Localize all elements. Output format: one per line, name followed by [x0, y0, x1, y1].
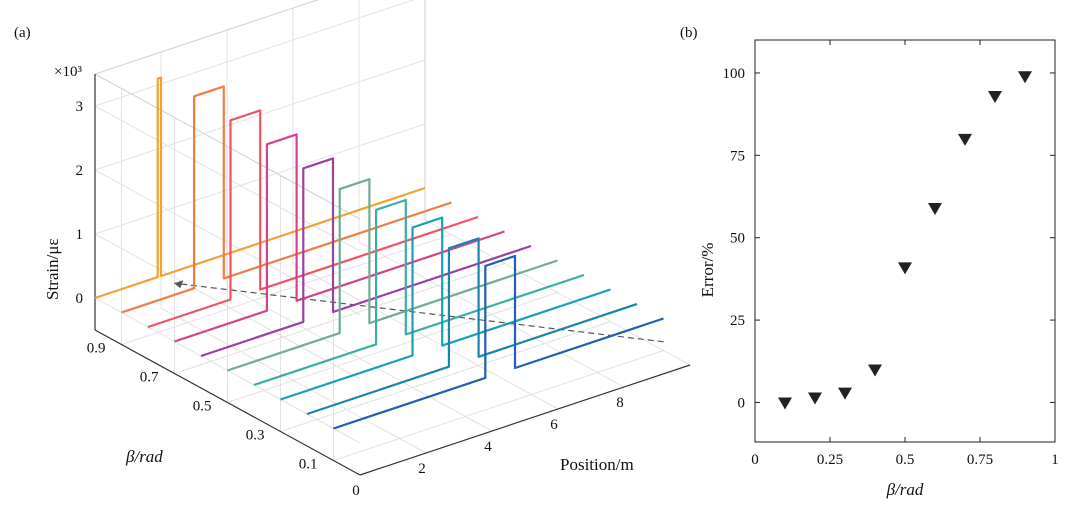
scatter-y-tick-label: 50	[730, 231, 745, 247]
left-wall-grid-line	[94, 233, 361, 380]
left-wall-grid-line	[94, 169, 361, 316]
floor-grid-line	[333, 350, 664, 461]
scatter-ticks: 0 0.25 0.5 0.75 1 0 25 50 75 100	[723, 40, 1059, 468]
x-tick-label: 8	[616, 395, 624, 411]
z-tick-label: 1	[76, 227, 84, 243]
y-tick-label: 0.3	[246, 428, 265, 444]
z-tick-label: 2	[76, 163, 84, 179]
x-tick-label: 2	[418, 461, 426, 477]
scatter-y-axis-label: Error/%	[698, 243, 717, 298]
scatter-y-tick-label: 25	[730, 313, 745, 329]
strain-series-line	[333, 254, 664, 430]
scatter-plot-frame	[754, 39, 1056, 443]
strain-series-line	[253, 198, 585, 387]
scatter-points	[778, 71, 1032, 410]
strain-series-line	[306, 237, 638, 416]
scatter-x-axis-label: β/rad	[886, 480, 924, 499]
box-edge	[94, 73, 361, 220]
panel-b-label: (b)	[680, 25, 698, 41]
panel-a-label: (a)	[14, 25, 31, 41]
strain-series-line	[227, 178, 558, 372]
scatter-y-tick-label: 75	[730, 148, 745, 164]
reference-arrowhead	[174, 280, 184, 289]
x-axis-line	[359, 364, 691, 476]
scatter-point	[808, 392, 822, 405]
chart3d-ticks: 0 2 4 6 8 0.9 0.7 0.5 0.3 0.1 0 1 2 3	[76, 99, 624, 499]
floor-grid-line	[280, 321, 611, 432]
z-multiplier-label: ×10³	[54, 64, 82, 80]
scatter-x-tick-label: 0.25	[817, 452, 843, 468]
scatter-point	[898, 262, 912, 275]
scatter-point	[838, 387, 852, 400]
strain-series-line	[94, 76, 426, 300]
chart3d-grid	[94, 0, 691, 476]
error-scatter-chart: 0 0.25 0.5 0.75 1 0 25 50 75 100 Error/% β/rad	[698, 39, 1059, 499]
y-tick-label: 0.1	[299, 457, 318, 473]
floor-grid-line	[121, 234, 452, 345]
scatter-x-tick-label: 0	[751, 452, 759, 468]
scatter-x-tick-label: 0.75	[967, 452, 993, 468]
scatter-x-tick-label: 1	[1051, 452, 1059, 468]
x-tick-label: 4	[484, 439, 492, 455]
reference-dashed-line	[174, 282, 664, 343]
strain-series-line	[280, 216, 611, 401]
z-tick-label: 0	[76, 291, 84, 307]
scatter-x-tick-label: 0.5	[896, 452, 915, 468]
z-tick-label: 3	[76, 99, 84, 115]
x-tick-label: 6	[550, 417, 558, 433]
scatter-point	[778, 397, 792, 410]
y-axis-label: β/rad	[125, 447, 163, 466]
scatter-point	[988, 91, 1002, 104]
left-wall-grid-line	[94, 105, 361, 252]
scatter-y-tick-label: 0	[738, 395, 746, 411]
floor-grid-line	[227, 292, 558, 403]
y-tick-label: 0.9	[87, 341, 106, 357]
x-tick-label: 0	[352, 483, 360, 499]
y-tick-label: 0.5	[193, 399, 212, 415]
scatter-y-tick-label: 100	[723, 66, 746, 82]
y-axis-line	[94, 329, 361, 476]
scatter-point	[928, 203, 942, 216]
chart3d-series	[94, 76, 664, 430]
z-axis-label: Strain/με	[43, 238, 62, 300]
x-axis-label: Position/m	[560, 455, 634, 474]
strain-series-line	[200, 157, 532, 358]
scatter-point	[958, 133, 972, 146]
back-wall-grid-line	[94, 0, 415, 107]
strain-series-line	[121, 85, 452, 314]
scatter-point	[1018, 71, 1032, 84]
strain-series-line	[174, 133, 505, 343]
box-edge	[94, 0, 319, 75]
scatter-point	[868, 364, 882, 377]
y-tick-label: 0.7	[140, 370, 159, 386]
